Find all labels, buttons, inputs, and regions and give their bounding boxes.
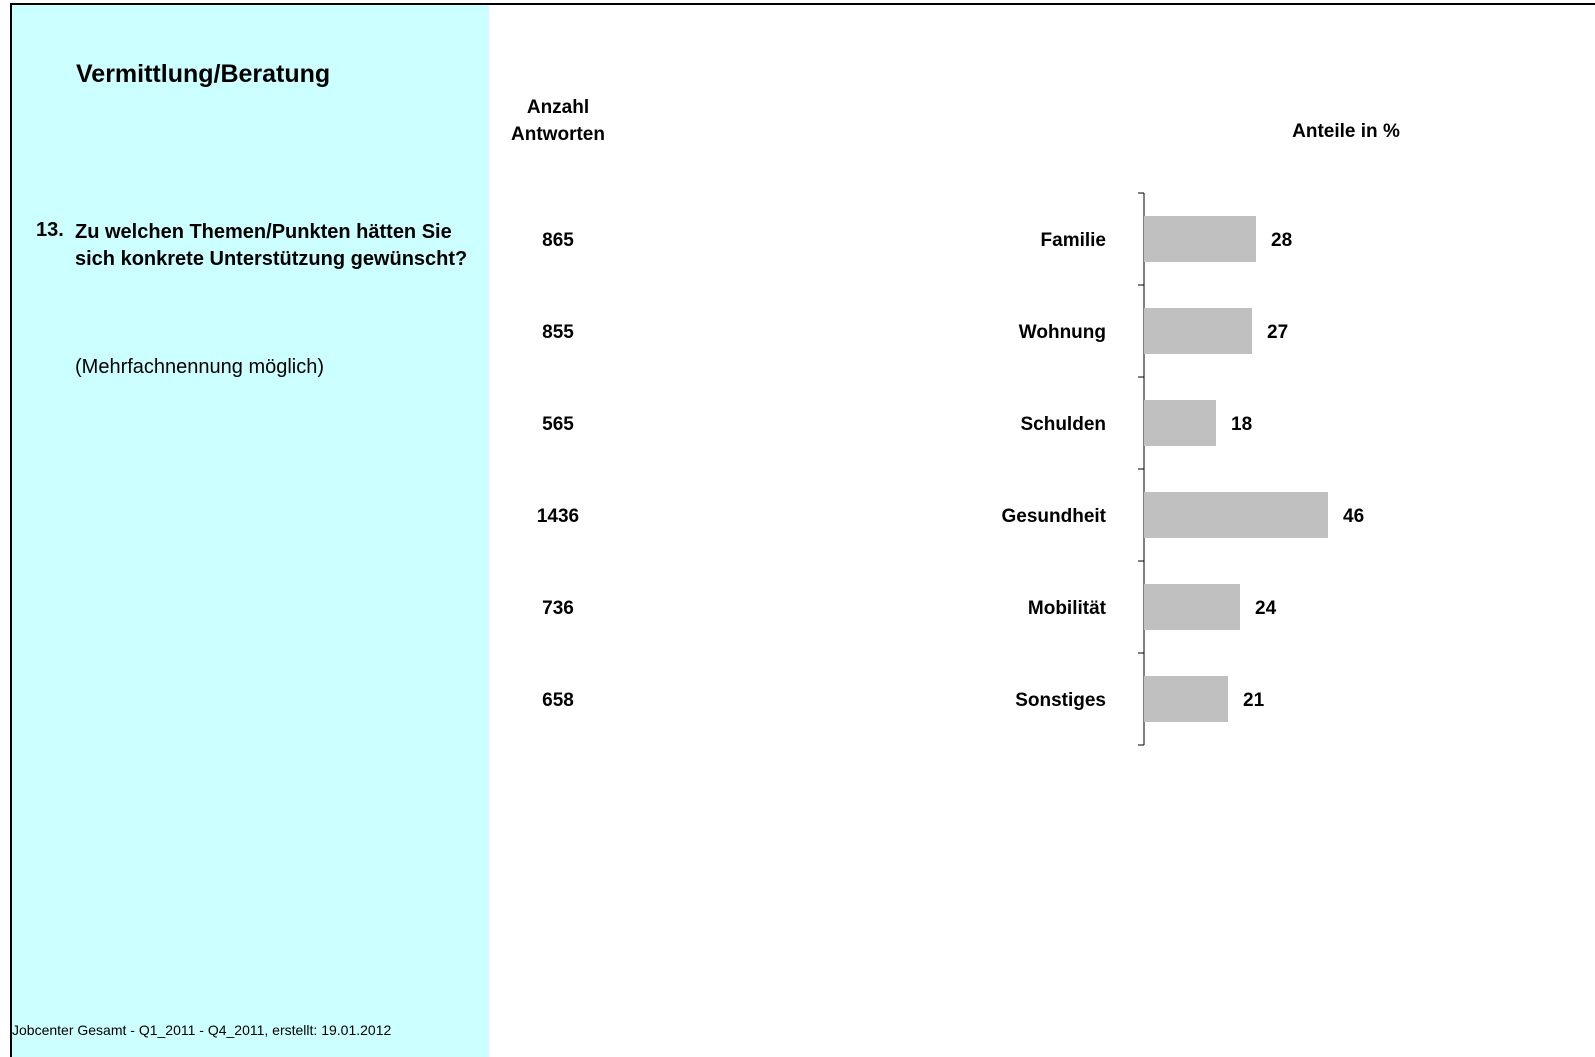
bar (1144, 676, 1228, 722)
count-label: 736 (542, 598, 574, 619)
category-label: Wohnung (1019, 322, 1106, 343)
bar (1144, 400, 1216, 446)
value-label: 28 (1271, 230, 1292, 251)
count-label: 855 (542, 322, 574, 343)
bar (1144, 216, 1256, 262)
bar (1144, 584, 1240, 630)
value-label: 46 (1343, 506, 1364, 527)
value-label: 18 (1231, 414, 1252, 435)
count-label: 565 (542, 414, 574, 435)
category-label: Familie (1041, 230, 1106, 251)
count-label: 865 (542, 230, 574, 251)
count-label: 1436 (537, 506, 579, 527)
count-label: 658 (542, 690, 574, 711)
category-label: Mobilität (1028, 598, 1107, 619)
value-label: 21 (1243, 690, 1265, 711)
category-label: Schulden (1020, 414, 1106, 435)
value-label: 24 (1255, 598, 1277, 619)
value-label: 27 (1267, 322, 1288, 343)
bar (1144, 492, 1328, 538)
category-label: Gesundheit (1001, 506, 1106, 527)
bar (1144, 308, 1252, 354)
category-label: Sonstiges (1015, 690, 1106, 711)
